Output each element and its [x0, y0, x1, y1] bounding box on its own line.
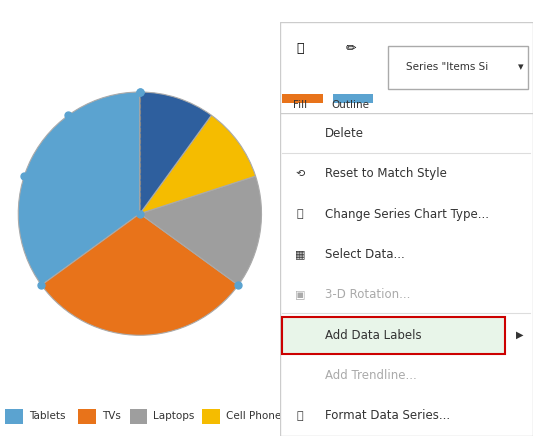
- Text: ▾: ▾: [519, 62, 524, 72]
- Text: Format Data Series...: Format Data Series...: [325, 409, 450, 422]
- Bar: [333, 94, 373, 103]
- Text: 📋: 📋: [296, 411, 303, 421]
- Wedge shape: [140, 115, 256, 214]
- FancyBboxPatch shape: [282, 317, 505, 354]
- Wedge shape: [41, 214, 238, 335]
- Text: Laptops: Laptops: [153, 412, 195, 421]
- Text: Add Trendline...: Add Trendline...: [325, 369, 417, 382]
- Text: 📊: 📊: [296, 209, 303, 219]
- Text: Fill: Fill: [293, 100, 307, 110]
- Text: Add Data Labels: Add Data Labels: [325, 329, 422, 342]
- Text: Change Series Chart Type...: Change Series Chart Type...: [325, 208, 489, 221]
- FancyBboxPatch shape: [388, 46, 528, 89]
- Text: ▶: ▶: [516, 330, 523, 340]
- Bar: [296, 409, 314, 424]
- Text: ⟲: ⟲: [295, 169, 305, 179]
- Wedge shape: [18, 92, 140, 285]
- FancyBboxPatch shape: [280, 113, 533, 436]
- Text: 3-D Rotation...: 3-D Rotation...: [325, 288, 410, 301]
- Text: ▣: ▣: [295, 290, 305, 300]
- Bar: [282, 94, 323, 103]
- Bar: [5, 409, 23, 424]
- Text: Reset to Match Style: Reset to Match Style: [325, 167, 447, 181]
- Text: Series "Items Si: Series "Items Si: [406, 62, 489, 72]
- Bar: [78, 409, 96, 424]
- FancyBboxPatch shape: [280, 22, 533, 118]
- Bar: [130, 409, 147, 424]
- Text: 🪣: 🪣: [296, 42, 304, 55]
- Text: Headphones: Headphones: [320, 412, 385, 421]
- Wedge shape: [140, 176, 261, 285]
- Text: Delete: Delete: [325, 127, 364, 140]
- Text: Outline: Outline: [331, 100, 370, 110]
- Text: Select Data...: Select Data...: [325, 248, 405, 261]
- Text: TVs: TVs: [102, 412, 121, 421]
- Wedge shape: [140, 92, 211, 214]
- Text: Tablets: Tablets: [29, 412, 66, 421]
- Text: ▦: ▦: [295, 249, 305, 259]
- Bar: [202, 409, 220, 424]
- Text: ✏: ✏: [345, 42, 356, 55]
- Text: Cell Phones: Cell Phones: [226, 412, 287, 421]
